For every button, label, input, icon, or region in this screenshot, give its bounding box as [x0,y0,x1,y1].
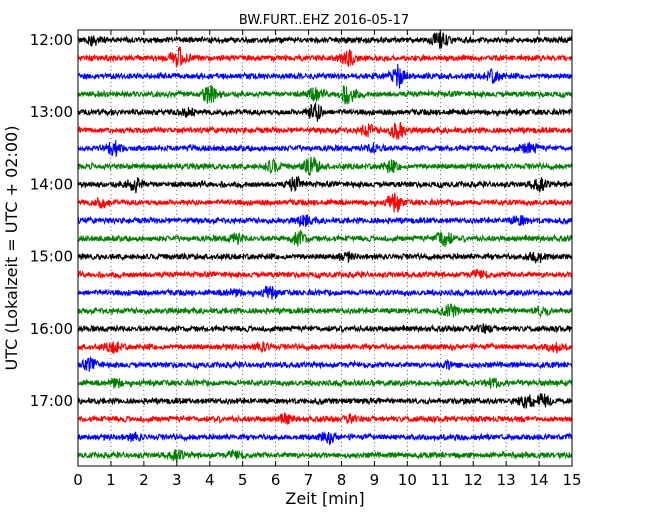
x-tick-label: 9 [370,471,380,489]
x-tick-label: 13 [497,471,516,489]
trace-12:45 [77,84,573,105]
trace-16:00 [77,323,573,334]
y-axis-label: UTC (Lokalzeit = UTC + 02:00) [2,126,21,371]
x-tick-label: 12 [464,471,483,489]
y-tick-label: 13:00 [30,103,73,121]
trace-17:30 [77,430,573,446]
x-tick-label: 0 [73,471,83,489]
trace-16:15 [77,341,573,354]
y-tick-label: 14:00 [30,175,73,193]
trace-12:30 [77,63,573,89]
trace-13:45 [77,156,573,177]
trace-15:45 [77,303,573,319]
x-tick-label: 5 [238,471,248,489]
trace-14:30 [77,214,573,228]
trace-15:00 [77,250,573,264]
x-tick-label: 15 [562,471,581,489]
trace-15:30 [77,285,573,300]
trace-12:00 [77,31,573,49]
trace-15:15 [77,268,573,280]
y-axis-ticks: 12:00 13:00 14:00 15:00 16:00 17:00 [30,31,572,410]
x-tick-label: 2 [139,471,149,489]
trace-13:15 [77,121,573,141]
trace-16:30 [77,356,573,372]
x-tick-label: 8 [337,471,347,489]
x-tick-label: 4 [205,471,215,489]
y-tick-label: 16:00 [30,320,73,338]
trace-17:00 [77,393,573,409]
trace-16:45 [77,377,573,389]
trace-14:15 [77,192,573,213]
trace-13:00 [77,102,573,122]
trace-17:45 [77,449,573,463]
y-tick-label: 12:00 [30,31,73,49]
trace-14:00 [77,175,573,194]
x-axis-ticks: 0 1 2 3 4 5 6 7 8 9 10 11 12 13 14 15 [73,30,582,489]
y-tick-label: 15:00 [30,248,73,266]
x-axis-label: Zeit [min] [285,489,364,508]
trace-14:45 [77,229,573,248]
x-tick-label: 1 [106,471,116,489]
x-tick-label: 7 [304,471,314,489]
vertical-grid [110,30,540,466]
x-tick-label: 3 [172,471,182,489]
y-tick-label: 17:00 [30,392,73,410]
chart-title: BW.FURT..EHZ 2016-05-17 [239,13,409,28]
plot-frame [77,29,573,467]
trace-12:15 [77,45,573,68]
x-tick-label: 6 [271,471,281,489]
trace-17:15 [77,412,573,425]
x-tick-label: 14 [530,471,549,489]
trace-group [77,31,573,463]
x-tick-label: 11 [431,471,450,489]
trace-13:30 [77,140,573,158]
x-tick-label: 10 [398,471,417,489]
